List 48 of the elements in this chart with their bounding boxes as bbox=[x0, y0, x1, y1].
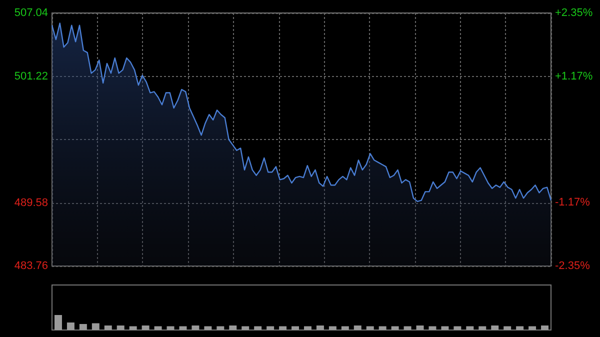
bar bbox=[242, 326, 250, 330]
y-tick-label: 483.76 bbox=[14, 260, 48, 272]
bar bbox=[354, 326, 362, 330]
y2-tick-label: -2.35% bbox=[555, 260, 590, 272]
bar bbox=[216, 326, 224, 330]
bar bbox=[366, 326, 374, 330]
y-tick-label: 501.22 bbox=[14, 70, 48, 82]
bar bbox=[266, 326, 274, 330]
bar bbox=[491, 326, 499, 330]
bar bbox=[454, 326, 462, 330]
bar bbox=[54, 315, 62, 330]
bar bbox=[466, 326, 474, 330]
bar bbox=[328, 326, 336, 330]
bar bbox=[416, 326, 424, 330]
bar bbox=[316, 326, 324, 330]
bar bbox=[528, 326, 536, 330]
bar bbox=[104, 326, 112, 330]
bar bbox=[391, 326, 399, 330]
bar bbox=[428, 326, 436, 330]
bar bbox=[478, 326, 486, 330]
y2-tick-label: +2.35% bbox=[555, 7, 593, 19]
bar bbox=[279, 326, 287, 330]
bar bbox=[254, 326, 262, 330]
y-tick-label: 489.58 bbox=[14, 196, 48, 209]
bar bbox=[504, 326, 512, 330]
bar bbox=[79, 324, 87, 330]
bar bbox=[142, 326, 150, 330]
bar bbox=[192, 326, 200, 330]
bar bbox=[66, 322, 74, 330]
bar bbox=[292, 326, 300, 330]
y2-tick-label: -1.17% bbox=[555, 196, 590, 208]
bar bbox=[92, 323, 100, 330]
bar bbox=[516, 326, 524, 330]
bar bbox=[129, 326, 137, 330]
bar bbox=[441, 326, 449, 330]
bar bbox=[204, 326, 212, 330]
bar bbox=[304, 326, 312, 330]
bar bbox=[154, 326, 162, 330]
bar bbox=[378, 326, 386, 330]
bar bbox=[341, 326, 349, 330]
bar bbox=[179, 326, 187, 330]
bar bbox=[116, 326, 124, 330]
y-tick-label: 507.04 bbox=[14, 7, 48, 19]
bar bbox=[404, 326, 412, 330]
bar bbox=[229, 326, 237, 330]
bar bbox=[541, 326, 549, 330]
bar bbox=[166, 326, 174, 330]
y2-tick-label: +1.17% bbox=[555, 70, 593, 83]
